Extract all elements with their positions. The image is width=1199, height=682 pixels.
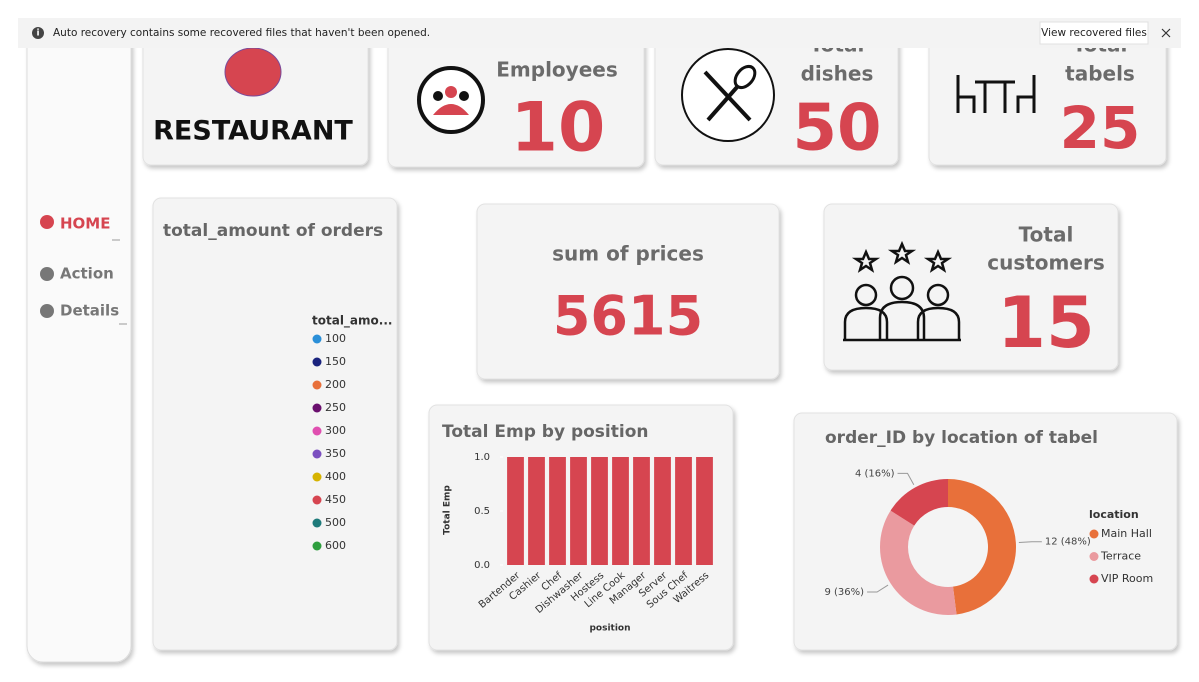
nav-dot <box>40 267 54 281</box>
employees-icon <box>433 91 443 101</box>
bar <box>633 457 650 565</box>
kpi-title: sum of prices <box>552 242 704 266</box>
notification-button-label[interactable]: View recovered files <box>1041 27 1147 39</box>
employees-icon <box>445 86 457 98</box>
info-icon: i <box>36 29 39 39</box>
chart-title: total_amount of orders <box>163 221 383 241</box>
nav-item[interactable]: HOME <box>60 215 110 233</box>
bar <box>591 457 608 565</box>
notification-button[interactable] <box>1039 21 1149 45</box>
legend-label: 150 <box>325 355 346 368</box>
legend-dot <box>312 518 322 528</box>
legend-title: total_amo... <box>312 314 392 329</box>
legend-dot <box>312 403 322 413</box>
y-tick-label: 0.0 <box>474 560 490 571</box>
bar <box>675 457 692 565</box>
employees-icon <box>433 104 469 115</box>
nav-dot <box>40 215 54 229</box>
bar <box>507 457 524 565</box>
data-label: 12 (48%) <box>1045 537 1091 548</box>
legend-dot <box>1089 552 1099 561</box>
donut-slice <box>879 510 957 616</box>
kpi-title: tabels <box>1065 62 1135 86</box>
logo-card <box>142 48 369 166</box>
employees-icon <box>417 66 485 134</box>
legend-title: location <box>1089 508 1139 521</box>
legend-label: 400 <box>325 470 346 483</box>
dishes-icon <box>706 84 740 122</box>
kpi-card <box>823 203 1119 371</box>
donut-slice <box>890 479 948 526</box>
y-axis-label: Total Emp <box>443 485 453 535</box>
notification-bar <box>18 18 1181 48</box>
kpi-value: 10 <box>511 89 606 168</box>
data-label: 4 (16%) <box>855 468 895 479</box>
kpi-title: dishes <box>801 62 874 86</box>
customers-icon <box>843 240 961 342</box>
legend-dot <box>312 380 322 390</box>
tables-icon <box>956 75 1036 113</box>
legend-dot <box>312 449 322 459</box>
nav-dot <box>40 304 54 318</box>
legend-dot <box>312 357 322 367</box>
notification-text: Auto recovery contains some recovered fi… <box>53 27 430 39</box>
bar <box>528 457 545 565</box>
kpi-value: 5615 <box>553 285 703 348</box>
kpi-title: Employees <box>496 58 617 82</box>
nav-panel <box>26 29 132 663</box>
chart-title: order_ID by location of tabel <box>825 428 1098 448</box>
bar <box>570 457 587 565</box>
kpi-card <box>476 203 780 380</box>
legend-label: 600 <box>325 539 346 552</box>
nav-item[interactable]: Action <box>60 265 114 283</box>
legend-label: 250 <box>325 401 346 414</box>
legend-dot <box>1089 529 1099 539</box>
kpi-value: 25 <box>1060 94 1141 162</box>
donut-slice <box>948 479 1017 615</box>
legend-dot <box>312 495 322 505</box>
legend-label: Main Hall <box>1101 527 1152 540</box>
employees-icon <box>459 91 469 101</box>
legend-label: 450 <box>325 493 346 506</box>
y-tick-label: 1.0 <box>474 452 490 463</box>
legend-label: 500 <box>325 516 346 529</box>
logo-text: RESTAURANT <box>153 116 353 147</box>
legend-dot <box>312 426 322 436</box>
legend-dot <box>312 472 322 482</box>
info-icon <box>32 27 44 39</box>
legend-label: 350 <box>325 447 346 460</box>
legend-label: VIP Room <box>1101 572 1153 585</box>
leader-line <box>867 584 889 593</box>
legend-label: 100 <box>325 332 346 345</box>
x-axis-label: position <box>589 624 630 634</box>
bar <box>612 457 629 565</box>
chart-title: Total Emp by position <box>442 422 648 442</box>
close-button[interactable] <box>1161 28 1171 38</box>
kpi-title: Total <box>810 33 865 57</box>
kpi-title: Total <box>1019 223 1074 247</box>
kpi-value: 50 <box>792 92 881 166</box>
legend-label: 200 <box>325 378 346 391</box>
logo-circle <box>224 48 282 97</box>
leader-line <box>1018 541 1042 544</box>
bar <box>696 457 713 565</box>
data-label: 9 (36%) <box>824 587 864 598</box>
legend-label: Terrace <box>1100 550 1141 563</box>
legend-dot <box>1089 574 1099 584</box>
kpi-value: 15 <box>997 282 1094 364</box>
bar <box>654 457 671 565</box>
legend-label: 300 <box>325 424 346 437</box>
nav-item[interactable]: Details <box>60 302 119 320</box>
legend-dot <box>312 334 322 344</box>
kpi-title: Total <box>1073 33 1128 57</box>
y-tick-label: 0.5 <box>474 506 490 517</box>
bar <box>549 457 566 565</box>
leader-line <box>897 472 915 486</box>
chart-card <box>152 197 398 651</box>
legend-dot <box>312 541 322 551</box>
kpi-title: customers <box>987 251 1104 275</box>
kpi-card <box>928 48 1167 166</box>
